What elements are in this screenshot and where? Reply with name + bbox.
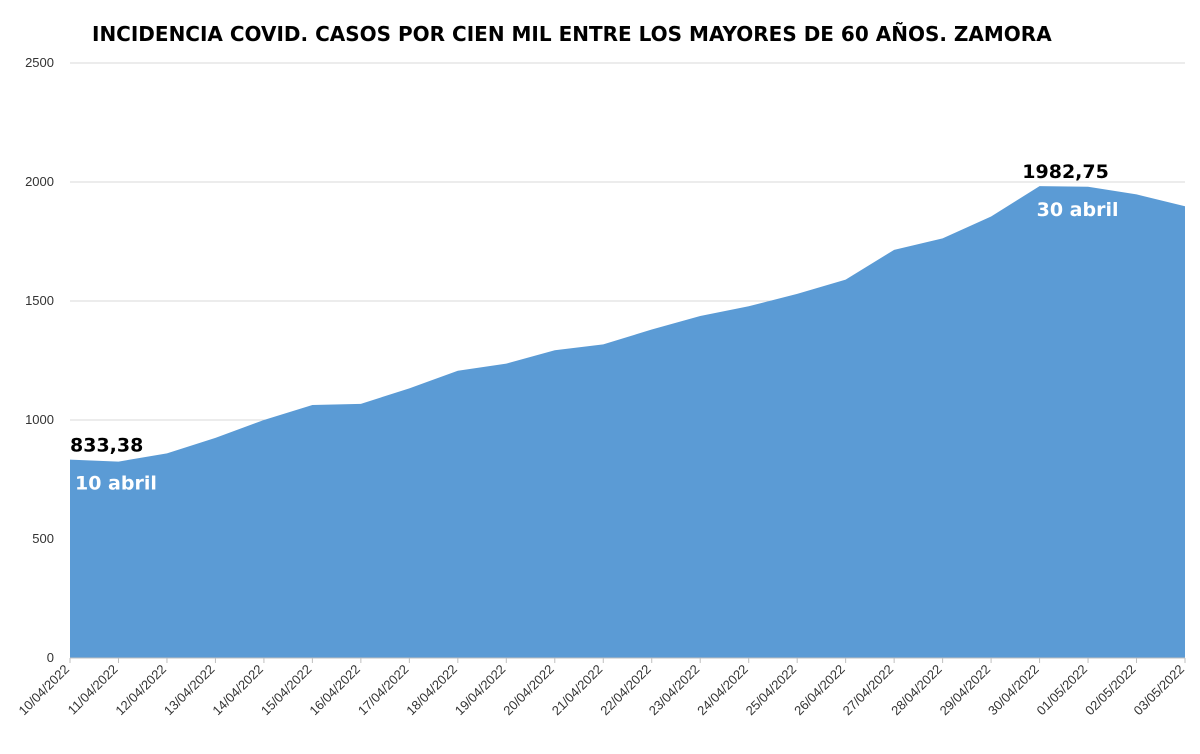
chart-title: INCIDENCIA COVID. CASOS POR CIEN MIL ENT… (92, 22, 1052, 46)
x-tick-label: 18/04/2022 (403, 662, 460, 719)
x-tick-label: 01/05/2022 (1034, 662, 1091, 719)
x-tick-label: 28/04/2022 (888, 662, 945, 719)
x-tick-label: 16/04/2022 (306, 662, 363, 719)
x-tick-label: 14/04/2022 (209, 662, 266, 719)
x-tick-label: 29/04/2022 (937, 662, 994, 719)
y-tick-label: 2000 (25, 174, 54, 189)
x-tick-label: 20/04/2022 (500, 662, 557, 719)
x-tick-label: 24/04/2022 (694, 662, 751, 719)
y-tick-label: 1000 (25, 412, 54, 427)
y-axis: 0 500 1000 1500 2000 2500 (25, 55, 54, 665)
x-tick-label: 15/04/2022 (258, 662, 315, 719)
annotation-date-label: 10 abril (75, 473, 157, 495)
x-tick-label: 22/04/2022 (597, 662, 654, 719)
area-series-path (70, 186, 1185, 659)
x-tick-label: 26/04/2022 (791, 662, 848, 719)
area-series (70, 186, 1185, 659)
x-tick-label: 25/04/2022 (743, 662, 800, 719)
x-axis: 10/04/202211/04/202212/04/202213/04/2022… (15, 657, 1187, 719)
annotations: 833,38 10 abril 1982,75 30 abril (70, 161, 1119, 495)
x-tick-label: 23/04/2022 (646, 662, 703, 719)
annotation-value-label: 1982,75 (1022, 161, 1109, 183)
x-tick-label: 13/04/2022 (161, 662, 218, 719)
x-tick-label: 17/04/2022 (355, 662, 412, 719)
x-tick-label: 10/04/2022 (15, 662, 72, 719)
annotation-date-label: 30 abril (1037, 199, 1119, 221)
y-tick-label: 0 (47, 650, 54, 665)
annotation-value-label: 833,38 (70, 435, 143, 457)
x-tick-label: 27/04/2022 (840, 662, 897, 719)
x-tick-label: 03/05/2022 (1130, 662, 1187, 719)
x-tick-label: 11/04/2022 (65, 662, 121, 718)
y-tick-label: 500 (32, 531, 54, 546)
y-tick-label: 2500 (25, 55, 54, 70)
y-tick-label: 1500 (25, 293, 54, 308)
x-tick-label: 12/04/2022 (112, 662, 169, 719)
x-tick-label: 21/04/2022 (549, 662, 606, 719)
x-tick-label: 19/04/2022 (452, 662, 509, 719)
x-tick-label: 02/05/2022 (1082, 662, 1139, 719)
x-tick-label: 30/04/2022 (985, 662, 1042, 719)
